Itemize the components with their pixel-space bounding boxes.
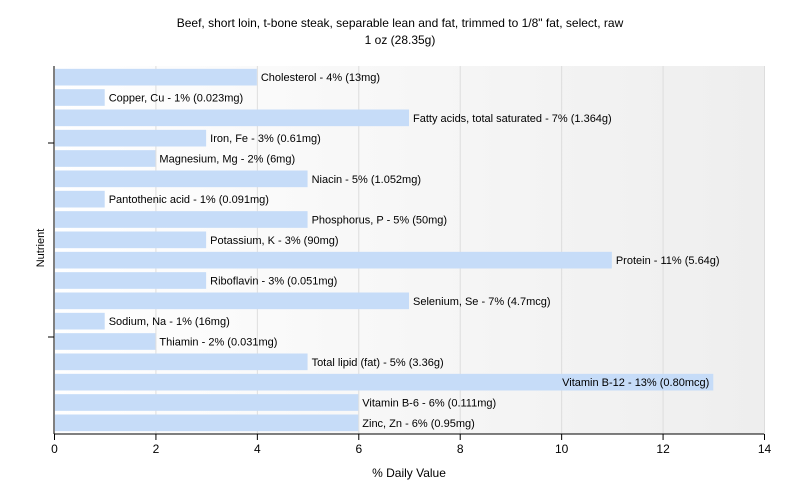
x-axis-label: % Daily Value (372, 466, 446, 480)
bar (55, 190, 105, 208)
bar (55, 231, 207, 249)
x-ticks: 0 2 4 6 8 10 12 14 (51, 434, 771, 456)
data-label: Potassium, K - 3% (90mg) (210, 235, 338, 247)
data-label: Cholesterol - 4% (13mg) (261, 72, 380, 84)
data-label: Phosphorus, P - 5% (50mg) (312, 215, 448, 227)
data-label: Thiamin - 2% (0.031mg) (159, 337, 277, 349)
gridlines (155, 66, 765, 434)
data-label: Sodium, Na - 1% (16mg) (109, 316, 230, 328)
data-label: Zinc, Zn - 6% (0.95mg) (362, 418, 474, 430)
bar (55, 129, 207, 147)
bar (55, 272, 207, 289)
data-label: Fatty acids, total saturated - 7% (1.364… (413, 113, 612, 125)
data-label: Protein - 11% (5.64g) (616, 255, 720, 267)
bar (55, 109, 409, 127)
x-tick-label: 14 (758, 442, 772, 456)
bar (55, 312, 105, 330)
data-label: Riboflavin - 3% (0.051mg) (210, 276, 337, 288)
data-label: Copper, Cu - 1% (0.023mg) (109, 93, 244, 105)
x-tick-label: 2 (153, 442, 160, 456)
data-label: Iron, Fe - 3% (0.61mg) (210, 133, 321, 145)
bar (55, 414, 359, 432)
plot-area (54, 66, 764, 434)
data-label: Vitamin B-6 - 6% (0.111mg) (362, 398, 496, 410)
bar (55, 211, 308, 228)
axes (48, 66, 764, 435)
bar (55, 394, 359, 411)
data-label: Niacin - 5% (1.052mg) (312, 174, 421, 186)
x-tick-label: 8 (457, 442, 464, 456)
x-tick-label: 12 (656, 442, 670, 456)
data-label: Selenium, Se - 7% (4.7mcg) (413, 296, 551, 308)
data-label: Pantothenic acid - 1% (0.091mg) (109, 194, 269, 206)
bar (55, 292, 409, 310)
bar (55, 89, 105, 106)
bar (55, 353, 308, 371)
chart-title: Beef, short loin, t-bone steak, separabl… (176, 16, 624, 30)
y-axis-label: Nutrient (35, 228, 47, 268)
bar (55, 333, 156, 350)
x-tick-label: 0 (51, 442, 58, 456)
x-tick-label: 6 (355, 442, 362, 456)
bar (55, 150, 156, 167)
bar (55, 68, 257, 86)
bar (55, 170, 308, 188)
bars: Cholesterol - 4% (13mg) Copper, Cu - 1% (… (55, 68, 720, 432)
x-tick-label: 10 (555, 442, 569, 456)
data-label: Total lipid (fat) - 5% (3.36g) (312, 357, 444, 369)
bar (55, 251, 612, 269)
bar (55, 373, 714, 391)
chart-subtitle: 1 oz (28.35g) (364, 33, 436, 47)
data-label: Magnesium, Mg - 2% (6mg) (159, 154, 295, 166)
data-label: Vitamin B-12 - 13% (0.80mcg) (562, 377, 709, 389)
x-tick-label: 4 (254, 442, 261, 456)
